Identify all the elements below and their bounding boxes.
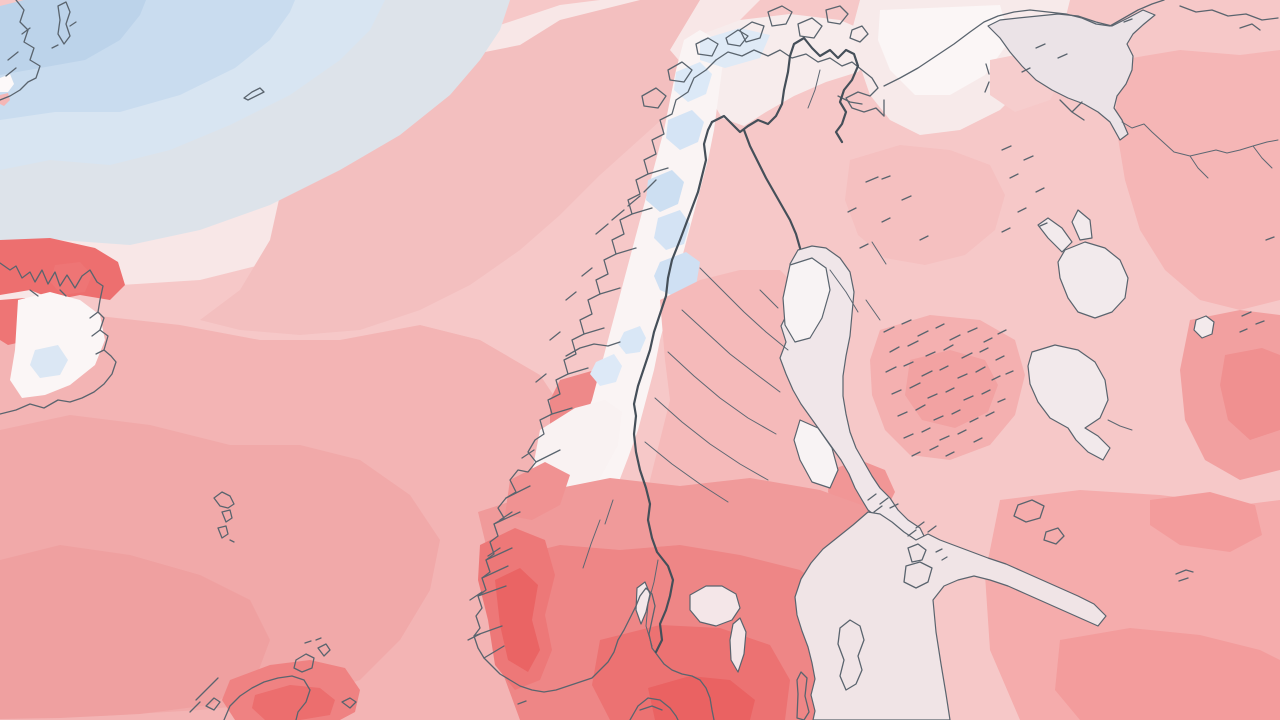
karelia-lake-specks bbox=[1001, 145, 1048, 233]
bothnia-white-patch-north bbox=[782, 257, 831, 343]
kanin-coast-top-right bbox=[1179, 5, 1279, 31]
field-pink-midband bbox=[200, 0, 700, 335]
field-ridge-blue-h bbox=[590, 354, 622, 386]
aland-islands bbox=[903, 543, 948, 589]
round-lake-beloye bbox=[1193, 315, 1215, 339]
troms-islands bbox=[641, 29, 749, 109]
greenland-fjords bbox=[5, 21, 77, 77]
field-greenland-spot-red bbox=[0, 93, 10, 106]
white-sea bbox=[987, 9, 1156, 141]
field-troms-blue bbox=[700, 28, 770, 68]
field-iceland-blue bbox=[30, 345, 68, 378]
turku-archipelago bbox=[907, 521, 937, 537]
lake-onega-arm-north bbox=[1071, 209, 1093, 241]
field-more-red-finger bbox=[505, 462, 570, 520]
norway-sweden-border bbox=[632, 120, 714, 654]
estonia-islands bbox=[1013, 499, 1065, 545]
field-greenland-spot-white bbox=[0, 74, 14, 92]
field-sw-corner-pink bbox=[0, 545, 270, 719]
field-sweden-pink bbox=[645, 270, 855, 545]
field-ridge-white bbox=[538, 30, 726, 540]
sweden-finland-border bbox=[742, 128, 802, 250]
finnmark-islands bbox=[739, 5, 869, 43]
jan-mayen-island bbox=[243, 87, 265, 101]
field-iceland-red-ne bbox=[50, 262, 92, 295]
field-right-band1 bbox=[1115, 50, 1280, 310]
layer-seas-and-lakes bbox=[635, 9, 1215, 720]
field-south-red4 bbox=[648, 676, 755, 720]
norway-offshore-islets bbox=[467, 267, 593, 641]
onega-bay-lines bbox=[1059, 99, 1085, 121]
field-finland-north-pink bbox=[845, 145, 1005, 265]
baltic-and-gulf-of-finland bbox=[794, 511, 1107, 720]
field-vestland-red-core bbox=[495, 568, 540, 672]
faroe-islands bbox=[213, 491, 235, 543]
norway-fjord-ticks bbox=[473, 167, 669, 659]
lake-onega bbox=[1057, 241, 1129, 319]
finland-rivers bbox=[829, 241, 887, 321]
field-bottom-right-blob2 bbox=[1150, 492, 1262, 552]
lake-vattern bbox=[729, 617, 747, 673]
gotland-island bbox=[837, 619, 865, 691]
lake-vanern bbox=[689, 585, 741, 627]
field-iceland-white bbox=[10, 292, 105, 398]
stockholm-archipelago bbox=[867, 493, 899, 513]
norway-finland-russia-border bbox=[710, 36, 860, 144]
field-ridge-blue-f bbox=[666, 110, 704, 150]
field-blue-deep bbox=[0, 0, 146, 75]
field-bottom-right-blob1 bbox=[1055, 628, 1280, 720]
lake-onega-arm-west bbox=[1037, 217, 1073, 253]
field-right-band2-core bbox=[1220, 348, 1280, 440]
lake-mjosa bbox=[635, 581, 651, 625]
denmark-skagen bbox=[629, 697, 679, 720]
trondheimsfjord bbox=[565, 341, 621, 357]
orkney-islands bbox=[293, 637, 331, 673]
sweden-rivers bbox=[644, 267, 789, 503]
iceland-coast bbox=[0, 262, 117, 415]
kola-lake-specks bbox=[984, 43, 1068, 93]
layer-rivers bbox=[582, 69, 1279, 647]
finland-lake-specks bbox=[883, 319, 1014, 457]
finnmark-north-coast bbox=[715, 49, 885, 117]
scotland-mainland bbox=[223, 675, 311, 720]
greenland-coast bbox=[0, 0, 41, 101]
small-isle-west bbox=[341, 697, 527, 709]
hebrides-islands bbox=[189, 677, 221, 713]
lake-ladoga bbox=[1027, 344, 1111, 461]
svir-river bbox=[1107, 419, 1133, 431]
glomma-river-and-valleys bbox=[582, 499, 659, 647]
oland-island bbox=[796, 671, 810, 720]
right-edge-lake-specks bbox=[1123, 18, 1275, 582]
lofoten-islands bbox=[595, 179, 657, 235]
field-ridge-blue-c bbox=[618, 326, 646, 354]
murman-coast bbox=[883, 0, 1165, 117]
greenland-island bbox=[57, 1, 71, 45]
layer-national-borders bbox=[632, 36, 860, 654]
tana-river bbox=[807, 69, 821, 109]
northern-dvina-river bbox=[1121, 121, 1279, 179]
iceland-fjord-details bbox=[29, 289, 105, 355]
lapland-lake-specks bbox=[847, 175, 929, 249]
field-scotland-red-core bbox=[252, 685, 335, 720]
bothnia-white-patch-south bbox=[793, 419, 839, 489]
